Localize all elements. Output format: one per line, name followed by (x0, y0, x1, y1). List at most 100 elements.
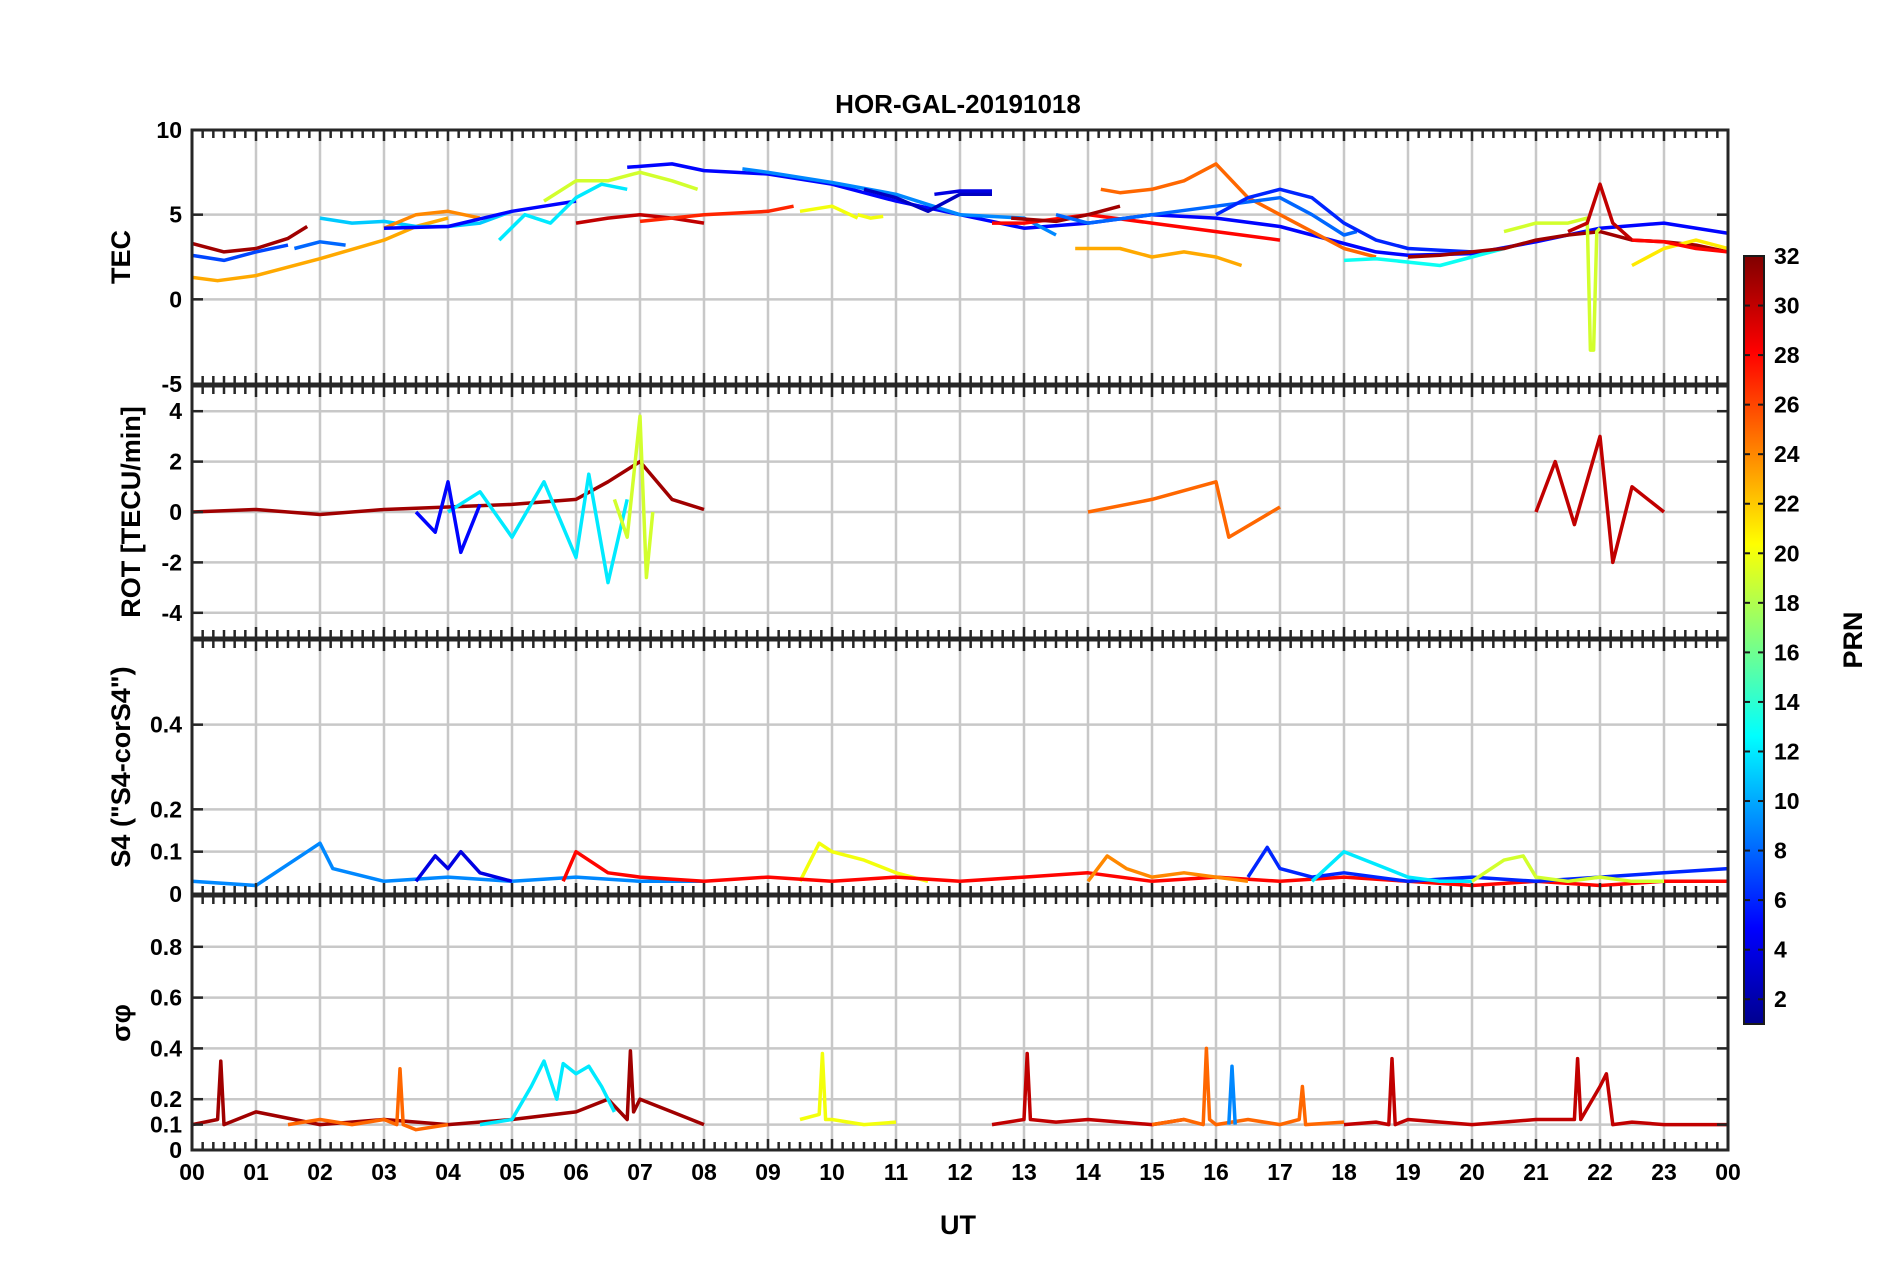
minor-ticks (190, 128, 1730, 386)
colorbar-label: PRN (1838, 611, 1868, 668)
minor-ticks (190, 386, 1730, 638)
series-line (1227, 1064, 1237, 1125)
y-tick-label: 0.6 (150, 985, 182, 1011)
x-tick-label: 18 (1331, 1159, 1357, 1185)
series-line (1246, 845, 1728, 884)
y-tick-label: 0.4 (150, 1035, 182, 1061)
colorbar-tick-label: 32 (1774, 243, 1800, 269)
series-line (287, 1066, 449, 1132)
y-tick-label: 0.4 (150, 712, 182, 738)
x-tick-label: 01 (243, 1159, 269, 1185)
colorbar-tick-label: 30 (1774, 293, 1800, 319)
series-line (991, 1051, 1185, 1127)
y-tick-label: 10 (156, 117, 182, 143)
series-line (1215, 187, 1473, 254)
gridlines (192, 896, 1728, 1150)
y-tick-label: 0 (169, 286, 182, 312)
series-line (192, 225, 309, 254)
series-line (799, 1051, 897, 1127)
series-line (497, 182, 628, 242)
panel-s4: 0 0.1 0.2 0.4 S4 ("S4-corS4") (106, 638, 1730, 907)
colorbar-tick-label: 12 (1774, 738, 1800, 764)
colorbar-tick-label: 24 (1774, 441, 1800, 467)
x-tick-label: 14 (1075, 1159, 1101, 1185)
series-line (1343, 246, 1505, 268)
x-tick-label: 02 (307, 1159, 333, 1185)
series-line (192, 243, 289, 263)
colorbar-tick-label: 14 (1774, 689, 1800, 715)
series-line (799, 204, 859, 220)
series-line (383, 199, 577, 230)
series-group (192, 414, 1666, 585)
series-line (1055, 195, 1358, 237)
x-tick-label: 00 (1715, 1159, 1741, 1185)
series-line (934, 189, 992, 197)
x-tick-label: 08 (691, 1159, 717, 1185)
series-line (1087, 480, 1281, 539)
series-line (414, 849, 513, 883)
colorbar-tick-label: 16 (1774, 639, 1800, 665)
minor-ticks (190, 896, 1730, 1152)
y-tick-label: 0.1 (150, 839, 182, 865)
y-tick-label: 4 (169, 398, 182, 424)
colorbar-tick-label: 20 (1774, 540, 1800, 566)
series-line (414, 480, 482, 555)
y-tick-label: 0.2 (150, 1086, 182, 1112)
series-line (293, 240, 346, 251)
x-tick-label: 16 (1203, 1159, 1229, 1185)
x-tick-label: 03 (371, 1159, 397, 1185)
series-line (1086, 854, 1249, 884)
panel-tec: -5 0 5 10 TEC (106, 117, 1730, 397)
panel-rot: -4 -2 0 2 4 ROT [TECU/min] (116, 384, 1730, 640)
y-axis-label: ROT [TECU/min] (116, 406, 146, 617)
series-line (612, 414, 655, 580)
colorbar-tick-label: 28 (1774, 342, 1800, 368)
series-group (192, 1046, 1728, 1132)
y-tick-label: -4 (162, 600, 183, 626)
y-tick-label: -2 (162, 549, 182, 575)
x-tick-label: 10 (819, 1159, 845, 1185)
colorbar-tick-label: 6 (1774, 887, 1787, 913)
y-tick-label: -5 (162, 371, 183, 397)
x-tick-label: 19 (1395, 1159, 1421, 1185)
colorbar-tick-label: 2 (1774, 986, 1787, 1012)
x-tick-label: 21 (1523, 1159, 1549, 1185)
x-tick-label: 04 (435, 1159, 461, 1185)
colorbar-tick-label: 4 (1774, 937, 1787, 963)
y-tick-label: 0 (169, 881, 182, 907)
series-line (575, 212, 705, 225)
panel-sigma-phi: 00.10.2 0.4 0.6 0.8 00 01 02 03 04 05 06 07 08 09 10 11… (106, 894, 1741, 1185)
series-group (192, 841, 1728, 888)
x-tick-label: 20 (1459, 1159, 1485, 1185)
series-line (383, 209, 481, 230)
series-line (192, 841, 704, 888)
series-line (543, 170, 699, 203)
colorbar-tick-label: 8 (1774, 838, 1787, 864)
series-line (1343, 1056, 1728, 1127)
x-tick-label: 23 (1651, 1159, 1677, 1185)
colorbar-tick-label: 22 (1774, 491, 1800, 517)
x-tick-label: 06 (563, 1159, 589, 1185)
y-tick-label: 0.8 (150, 934, 182, 960)
colorbar-bar (1743, 255, 1765, 1025)
series-line (1075, 246, 1243, 268)
series-line (1503, 216, 1602, 352)
minor-ticks (190, 640, 1730, 896)
y-tick-label: 5 (169, 202, 182, 228)
y-axis-label: TEC (106, 230, 136, 284)
gridlines (192, 640, 1728, 894)
y-tick-label: 0.2 (150, 796, 182, 822)
series-line (1631, 238, 1728, 254)
series-line (1100, 162, 1377, 259)
figure-title: HOR-GAL-20191018 (835, 89, 1081, 119)
series-line (479, 1059, 616, 1127)
x-axis-label: UT (940, 1210, 976, 1240)
x-tick-label: 15 (1139, 1159, 1165, 1185)
series-line (1567, 182, 1634, 242)
series-line (639, 204, 794, 224)
x-tick-label: 17 (1267, 1159, 1293, 1185)
series-group (192, 162, 1728, 352)
series-line (1151, 1046, 1345, 1127)
